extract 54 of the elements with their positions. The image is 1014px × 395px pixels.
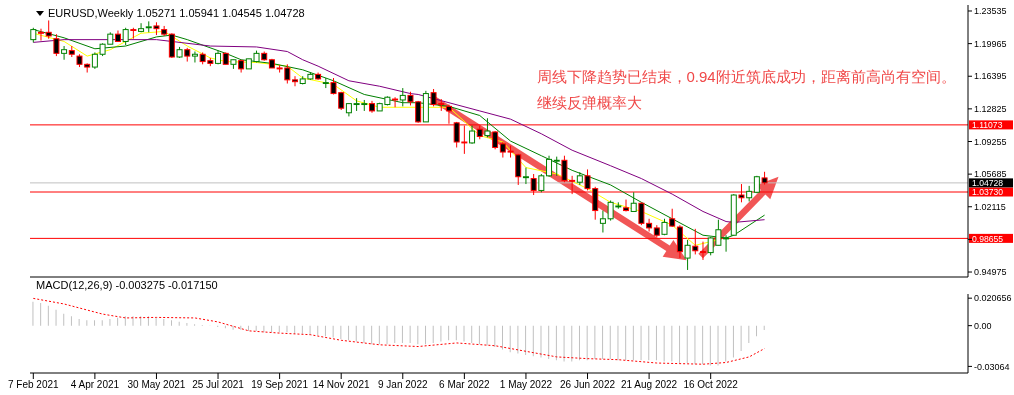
candlestick xyxy=(546,155,553,178)
ref-line-label: 1.04728 xyxy=(972,178,1004,189)
y-tick-label: -0.03064 xyxy=(974,361,1010,372)
x-tick-label: 21 Aug 2022 xyxy=(621,379,678,391)
candlestick xyxy=(45,19,52,40)
x-tick-label: 6 Mar 2022 xyxy=(439,379,491,391)
ref-line-label: 1.11073 xyxy=(972,120,1003,131)
candlestick xyxy=(168,32,175,59)
x-tick-label: 4 Apr 2021 xyxy=(70,379,120,391)
candlestick xyxy=(623,199,630,212)
y-tick-label: 1.19965 xyxy=(974,38,1007,49)
y-tick-label: 1.05685 xyxy=(974,169,1007,180)
candlestick xyxy=(61,45,68,61)
candlestick xyxy=(469,125,476,145)
chart-title: EURUSD,Weekly 1.05271 1.05941 1.04545 1.04728 xyxy=(48,7,305,19)
candlestick xyxy=(553,156,560,177)
x-tick-label: 25 Jul 2021 xyxy=(192,379,245,391)
y-tick-label: 1.12825 xyxy=(974,104,1007,115)
candlestick xyxy=(630,191,637,212)
y-tick-label: 1.02115 xyxy=(974,201,1006,212)
candlestick xyxy=(399,87,406,107)
candlestick xyxy=(492,130,499,150)
candlestick xyxy=(699,241,706,261)
candlestick xyxy=(191,51,198,63)
candlestick xyxy=(538,173,545,193)
candlestick xyxy=(522,167,529,185)
y-tick-label: 1.09255 xyxy=(974,136,1007,147)
y-tick-label: 1.16395 xyxy=(974,71,1007,82)
candlestick xyxy=(484,117,491,138)
x-tick-label: 9 Jan 2022 xyxy=(378,379,428,391)
candlestick xyxy=(53,33,60,57)
candlestick xyxy=(138,22,145,33)
candlestick xyxy=(292,75,299,87)
x-tick-label: 30 May 2021 xyxy=(127,379,186,391)
annotation: 继续反弹概率大 xyxy=(536,94,642,113)
y-tick-label: 0.020656 xyxy=(974,293,1012,304)
candlestick xyxy=(392,96,399,108)
ref-line-label: 0.98655 xyxy=(972,233,1004,244)
candlestick xyxy=(684,239,691,271)
ref-line-label: 1.03730 xyxy=(972,187,1004,198)
candlestick xyxy=(515,153,522,186)
annotation: 周线下降趋势已结束，0.94附近筑底成功，距离前高尚有空间。 xyxy=(536,68,956,87)
y-tick-label: 0.94975 xyxy=(974,267,1007,278)
candlestick xyxy=(38,28,44,42)
y-tick-label: 1.23535 xyxy=(974,6,1007,17)
chart-title: MACD(12,26,9) -0.003275 -0.017150 xyxy=(36,279,218,291)
x-tick-label: 14 Nov 2021 xyxy=(312,379,370,391)
x-tick-label: 26 Jun 2022 xyxy=(559,379,616,391)
line-series xyxy=(32,297,766,365)
x-tick-label: 19 Sep 2021 xyxy=(251,379,309,391)
x-tick-label: 16 Oct 2022 xyxy=(683,379,739,391)
x-tick-label: 7 Feb 2021 xyxy=(7,379,60,391)
y-tick-label: 0.00 xyxy=(974,320,992,331)
x-tick-label: 1 May 2022 xyxy=(499,379,553,391)
